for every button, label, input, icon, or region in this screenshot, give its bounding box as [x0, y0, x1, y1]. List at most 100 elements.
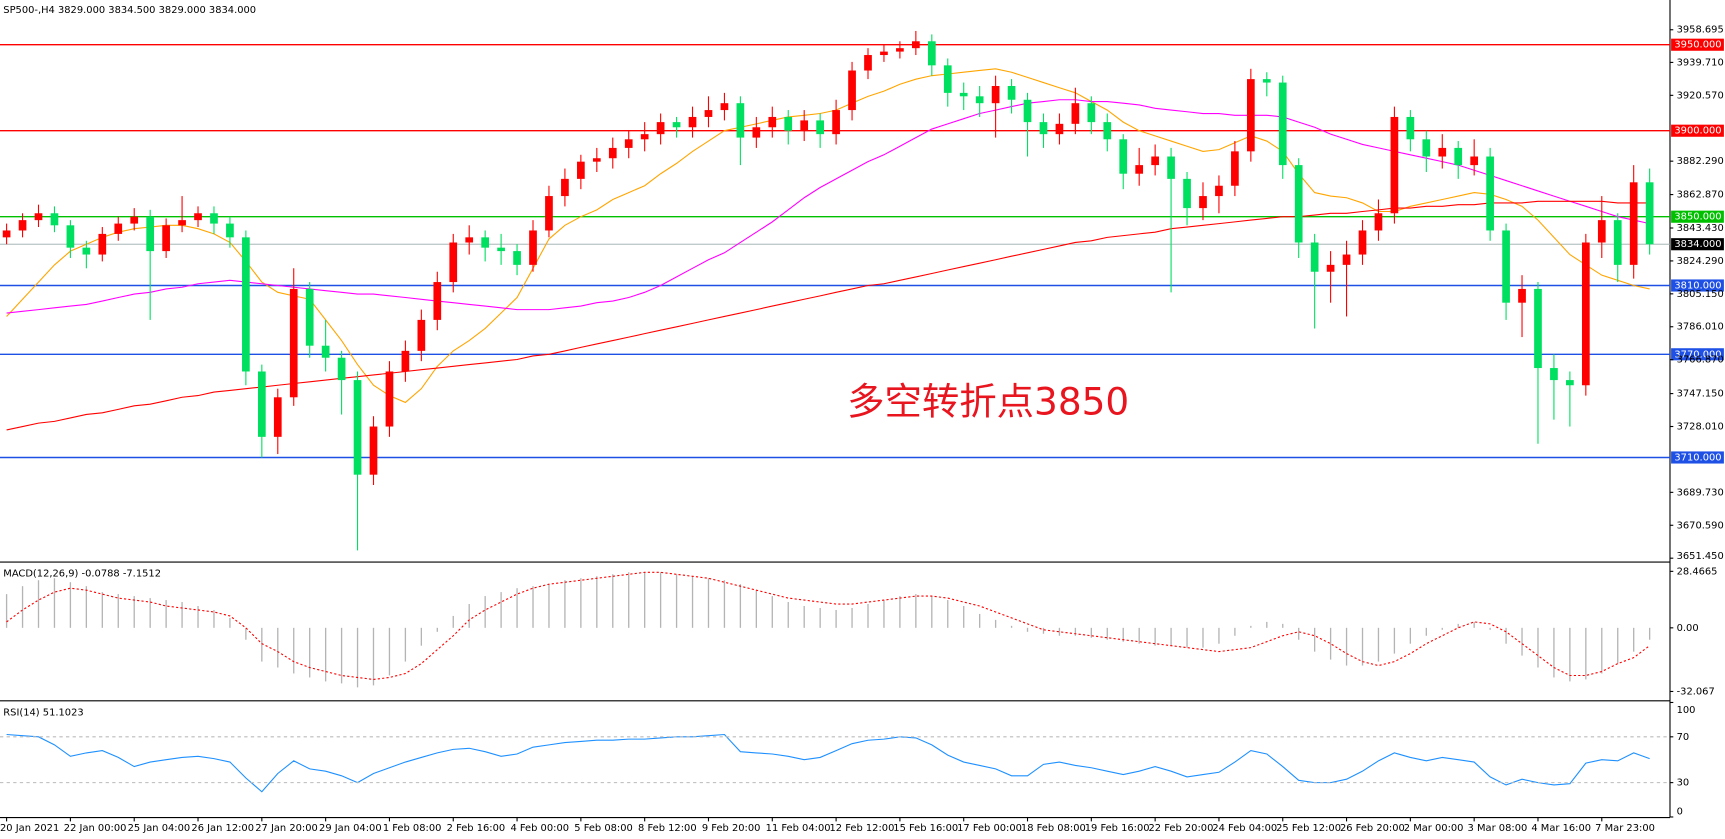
y-tick-label: 3882.290: [1677, 156, 1724, 167]
candle-body: [832, 110, 840, 135]
candle-body: [704, 110, 713, 117]
candle-body: [752, 127, 761, 138]
candle-body: [2, 230, 11, 238]
candle-body: [720, 103, 729, 111]
annotation: 多空转折点3850: [847, 380, 1129, 424]
candle-body: [34, 213, 43, 221]
x-tick-label: 15 Feb 16:00: [893, 823, 958, 834]
candle-body: [1151, 156, 1159, 166]
candle-body: [656, 122, 665, 135]
x-tick-label: 4 Feb 00:00: [510, 823, 569, 834]
candle-body: [1422, 139, 1431, 157]
candle-body: [497, 247, 505, 252]
y-tick-label: 3651.450: [1677, 551, 1724, 562]
panel-title: RSI(14) 51.1023: [3, 707, 83, 718]
candle-body: [82, 247, 91, 255]
candle-body: [1294, 165, 1303, 243]
x-tick-label: 18 Feb 08:00: [1021, 823, 1086, 834]
indicator-line: [6, 571, 1650, 681]
y-tick-label: 30: [1677, 778, 1690, 789]
candle-body: [449, 242, 458, 283]
indicator-line: [6, 200, 1650, 431]
candle-body: [912, 41, 920, 49]
x-tick-label: 19 Feb 16:00: [1085, 823, 1150, 834]
y-tick-label: 3958.695: [1677, 25, 1724, 36]
x-tick-label: 17 Feb 00:00: [957, 823, 1022, 834]
level-label-box: [1671, 210, 1724, 223]
candle-body: [369, 426, 378, 475]
candle-body: [114, 223, 123, 234]
candle-body: [1518, 288, 1526, 303]
x-tick-label: 22 Jan 00:00: [64, 823, 127, 834]
y-tick-label: 0: [1677, 806, 1683, 817]
candle-body: [1470, 156, 1479, 166]
current-price-box: [1671, 238, 1724, 251]
y-tick-label: 0.00: [1677, 623, 1699, 634]
y-tick-label: 3670.590: [1677, 520, 1724, 531]
candle-body: [672, 122, 681, 128]
candle-body: [1486, 156, 1494, 231]
candle-body: [146, 216, 155, 252]
x-tick-label: 12 Feb 12:00: [829, 823, 894, 834]
x-tick-label: 22 Feb 20:00: [1149, 823, 1214, 834]
candle-body: [1246, 79, 1255, 152]
y-tick-label: 3805.150: [1677, 289, 1724, 300]
x-tick-label: 25 Feb 12:00: [1276, 823, 1341, 834]
level-label: 3770.000: [1674, 349, 1721, 360]
level-label: 3950.000: [1674, 40, 1721, 51]
candle-body: [1629, 182, 1638, 265]
panel-title: MACD(12,26,9) -0.0788 -7.1512: [3, 569, 161, 580]
candle-body: [1103, 122, 1112, 140]
candle-body: [50, 213, 59, 226]
candle-body: [1183, 178, 1191, 209]
candle-body: [273, 397, 282, 437]
candle-body: [1007, 85, 1016, 100]
candle-body: [1135, 165, 1144, 174]
candle-body: [1406, 116, 1415, 140]
y-tick-label: 3747.150: [1677, 389, 1724, 400]
candle-body: [289, 288, 298, 398]
candle-body: [848, 70, 856, 111]
candle-body: [417, 319, 426, 351]
candle-body: [768, 116, 777, 128]
candle-body: [1581, 242, 1590, 386]
candle-body: [736, 103, 745, 138]
x-tick-label: 2 Mar 00:00: [1404, 823, 1464, 834]
candle-body: [1326, 264, 1335, 272]
candle-body: [178, 220, 186, 226]
y-tick-label: 3939.710: [1677, 57, 1724, 68]
candle-body: [321, 345, 330, 358]
candle-body: [577, 161, 585, 179]
x-tick-label: 7 Mar 23:00: [1595, 823, 1655, 834]
candle-body: [784, 116, 793, 131]
candle-body: [242, 237, 250, 372]
current-price-label: 3834.000: [1674, 239, 1721, 250]
candle-body: [1215, 185, 1223, 197]
x-tick-label: 9 Feb 20:00: [702, 823, 761, 834]
x-tick-label: 4 Mar 16:00: [1531, 823, 1591, 834]
level-label: 3900.000: [1674, 126, 1721, 137]
candle-body: [640, 134, 649, 140]
x-tick-label: 20 Jan 2021: [0, 823, 59, 834]
y-tick-label: 3843.430: [1677, 223, 1724, 234]
candle-body: [1055, 123, 1064, 135]
candle-body: [305, 288, 314, 346]
x-tick-label: 2 Feb 16:00: [447, 823, 506, 834]
candle-body: [1645, 182, 1654, 245]
candle-body: [608, 147, 617, 159]
candle-body: [927, 41, 936, 66]
candle-body: [1454, 147, 1463, 166]
x-tick-label: 25 Jan 04:00: [128, 823, 191, 834]
candle-body: [991, 85, 1000, 104]
y-tick-label: 3689.730: [1677, 487, 1724, 498]
indicator-line: [6, 733, 1650, 793]
candle-body: [433, 282, 442, 320]
candle-body: [1438, 147, 1447, 157]
candle-body: [592, 158, 601, 162]
candle-body: [1374, 213, 1383, 231]
candle-body: [257, 371, 266, 437]
candle-body: [896, 48, 904, 52]
